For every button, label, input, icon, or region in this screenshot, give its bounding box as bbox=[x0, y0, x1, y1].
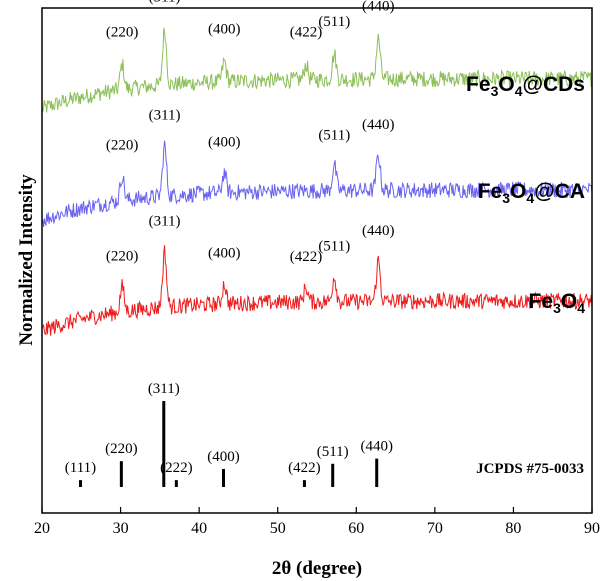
x-tick-label: 60 bbox=[348, 520, 364, 537]
peak-label: (311) bbox=[149, 214, 181, 230]
peak-label: (440) bbox=[362, 223, 395, 239]
peak-label: (311) bbox=[149, 108, 181, 124]
reference-label: (311) bbox=[148, 381, 180, 397]
x-tick-label: 50 bbox=[270, 520, 286, 537]
y-axis-title: Normalized Intensity bbox=[16, 174, 37, 346]
reference-group: (111) (220) (311) (222) (400) (422)(511) (440)… bbox=[65, 381, 584, 487]
series-label-0: Fe3O4@CDs bbox=[466, 73, 585, 99]
peak-label: (400) bbox=[208, 135, 241, 151]
series-line-0 bbox=[41, 27, 593, 113]
peak-label: (511) bbox=[318, 238, 350, 254]
peak-label: (220) bbox=[106, 137, 139, 153]
peak-label: (220) bbox=[106, 24, 139, 40]
peak-label: (311) bbox=[149, 0, 181, 6]
peak-label: (422) bbox=[290, 25, 323, 41]
peak-label: (400) bbox=[208, 21, 241, 37]
x-tick-label: 20 bbox=[34, 520, 50, 537]
reference-label: (511) bbox=[317, 444, 349, 460]
x-tick-label: 90 bbox=[584, 520, 600, 537]
reference-label: (222) bbox=[160, 460, 193, 476]
x-tick-label: 70 bbox=[427, 520, 443, 537]
peak-label: (511) bbox=[318, 127, 350, 143]
x-tick-label: 80 bbox=[505, 520, 521, 537]
reference-label: (220) bbox=[105, 441, 138, 457]
peak-label: (440) bbox=[362, 117, 395, 133]
series-label-2: Fe3O4 bbox=[529, 290, 586, 316]
x-tick-label: 40 bbox=[191, 520, 207, 537]
peak-label: (220) bbox=[106, 249, 139, 265]
reference-label: (111) bbox=[65, 460, 96, 476]
reference-label: (422) bbox=[288, 460, 321, 476]
peak-labels-group: (220)(311)(400)(422)(511)(440)Fe3O4@CDs(… bbox=[106, 0, 585, 316]
reference-label: (400) bbox=[207, 449, 240, 465]
series-label-1: Fe3O4@CA bbox=[478, 180, 585, 206]
series-group bbox=[41, 27, 593, 336]
series-line-2 bbox=[41, 245, 593, 336]
x-axis: 20 30 40 50 60 70 80 90 bbox=[34, 507, 600, 537]
x-tick-label: 30 bbox=[113, 520, 129, 537]
x-axis-title: 2θ (degree) bbox=[272, 558, 362, 579]
plot-frame bbox=[41, 7, 593, 514]
peak-label: (422) bbox=[290, 249, 323, 265]
peak-label: (400) bbox=[208, 246, 241, 262]
reference-label: (440) bbox=[360, 439, 393, 455]
peak-label: (511) bbox=[318, 14, 350, 30]
series-line-1 bbox=[41, 140, 593, 227]
reference-name: JCPDS #75-0033 bbox=[476, 461, 584, 477]
